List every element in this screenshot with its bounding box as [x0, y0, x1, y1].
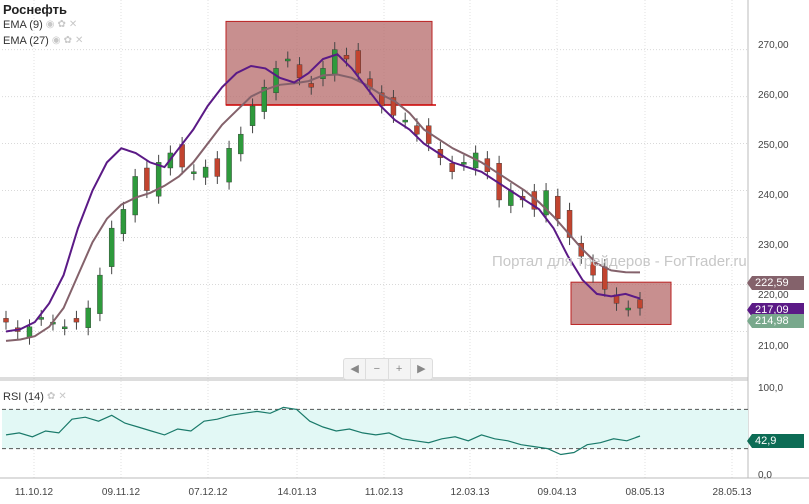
candle: [73, 318, 80, 323]
candle: [285, 58, 291, 62]
candle: [449, 163, 455, 172]
date-tick: 28.05.13: [712, 487, 752, 498]
candle: [155, 162, 162, 197]
candle: [566, 210, 573, 238]
rsi-band: [2, 409, 748, 449]
candle: [144, 167, 150, 191]
candle: [308, 83, 314, 88]
zoom-in-button[interactable]: +: [389, 359, 411, 379]
ema9-label: EMA (9): [3, 19, 43, 31]
candle: [543, 190, 549, 216]
date-tick: 14.01.13: [277, 487, 317, 498]
close-icon[interactable]: ✕: [58, 391, 67, 402]
ema9-legend: EMA (9) ◉ ✿ ✕: [3, 19, 77, 31]
candle: [132, 176, 138, 216]
date-tick: 11.10.12: [14, 487, 54, 498]
top-highlight-box: [225, 20, 433, 106]
candle: [85, 307, 91, 328]
ema9-value-tag: 217,09: [747, 303, 804, 317]
gear-icon[interactable]: ✿: [46, 391, 56, 402]
close-icon[interactable]: ✕: [68, 19, 78, 30]
candle: [590, 261, 596, 276]
candle: [343, 55, 350, 60]
candle: [26, 326, 33, 338]
watermark-text: Портал для трейдеров - ForTrader.ru: [492, 253, 747, 270]
candle: [461, 162, 467, 165]
price-tick: 220,00: [758, 290, 789, 301]
ema27-label: EMA (27): [3, 35, 49, 47]
price-tick: 210,00: [758, 341, 789, 352]
date-tick: 11.02.13: [364, 487, 404, 498]
candle: [390, 97, 397, 116]
price-tick: 260,00: [758, 90, 789, 101]
eye-icon[interactable]: ◉: [51, 35, 61, 46]
ema27-line: [5, 73, 641, 342]
bottom-highlight-box: [570, 281, 672, 325]
chart-navigator: ◀ − + ▶: [343, 358, 433, 380]
candle: [38, 317, 44, 320]
price-tick: 230,00: [758, 240, 789, 251]
zoom-out-button[interactable]: −: [366, 359, 389, 379]
candle: [97, 274, 103, 314]
candle: [402, 119, 408, 123]
close-icon[interactable]: ✕: [74, 35, 84, 46]
price-tick: 250,00: [758, 140, 789, 151]
candle: [355, 50, 361, 74]
candle: [625, 307, 631, 311]
rsi-line: [5, 406, 641, 456]
scroll-left-button[interactable]: ◀: [344, 359, 367, 379]
date-tick: 08.05.13: [625, 487, 665, 498]
candle: [261, 86, 267, 112]
gear-icon[interactable]: ✿: [63, 35, 72, 46]
ema27-value-tag: 222,59: [747, 276, 804, 290]
eye-icon[interactable]: ◉: [45, 19, 55, 30]
price-tick: 240,00: [758, 190, 789, 201]
candle: [414, 125, 420, 135]
ema9-line: [5, 53, 641, 333]
candle: [602, 266, 608, 290]
candle: [273, 68, 279, 94]
price-tick: 270,00: [758, 40, 789, 51]
candle: [226, 148, 232, 183]
candle: [296, 64, 303, 78]
ema27-legend: EMA (27) ◉ ✿ ✕: [3, 35, 83, 47]
date-tick: 07.12.12: [188, 487, 228, 498]
instrument-title: Роснефть: [3, 2, 67, 17]
candle: [320, 68, 326, 79]
gear-icon[interactable]: ✿: [57, 19, 66, 30]
candle: [555, 195, 561, 219]
candle: [62, 326, 68, 330]
candle: [191, 171, 197, 174]
candle: [332, 49, 338, 75]
rsi-tick-top: 100,0: [758, 383, 784, 394]
candle: [238, 133, 244, 155]
rsi-tick-bottom: 0,0: [758, 470, 772, 481]
rsi-value-tag: 42,9: [747, 434, 804, 448]
date-tick: 09.11.12: [101, 487, 141, 498]
candle: [108, 227, 115, 267]
rsi-label: RSI (14): [3, 391, 44, 403]
price-value-tag: 214,98: [747, 314, 804, 328]
candle: [214, 158, 221, 177]
candle: [3, 318, 9, 323]
date-tick: 12.03.13: [450, 487, 490, 498]
candle: [637, 299, 643, 309]
candle: [249, 105, 256, 126]
scroll-right-button[interactable]: ▶: [417, 363, 426, 375]
date-tick: 09.04.13: [537, 487, 577, 498]
candle: [202, 166, 209, 178]
rsi-legend: RSI (14) ✿ ✕: [3, 391, 67, 403]
candle: [120, 209, 127, 234]
